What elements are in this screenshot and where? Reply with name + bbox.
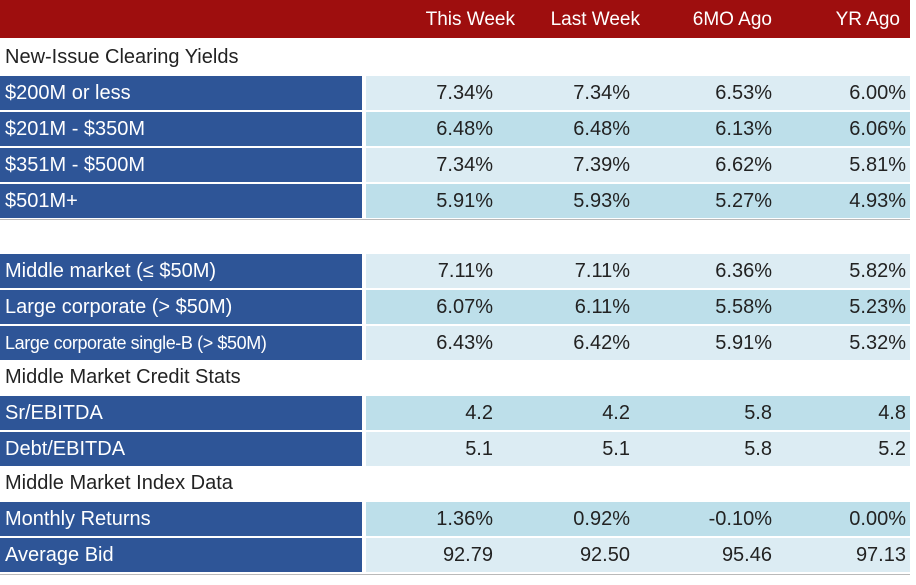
table-row: Sr/EBITDA 4.2 4.2 5.8 4.8 — [0, 396, 910, 430]
value-this-week: 4.2 — [465, 402, 493, 424]
table-row: Large corporate (> $50M) 6.07% 6.11% 5.5… — [0, 290, 910, 324]
value-6mo-ago: 5.27% — [715, 190, 772, 212]
table-row: Debt/EBITDA 5.1 5.1 5.8 5.2 — [0, 432, 910, 466]
value-this-week: 92.79 — [442, 544, 493, 566]
row-values: 5.91% 5.93% 5.27% 4.93% — [366, 184, 910, 218]
table-row: $200M or less 7.34% 7.34% 6.53% 6.00% — [0, 76, 910, 110]
row-label: Monthly Returns — [0, 502, 362, 536]
value-yr-ago: 5.23% — [849, 296, 906, 318]
table-row: $351M - $500M 7.34% 7.39% 6.62% 5.81% — [0, 148, 910, 182]
value-this-week: 6.07% — [436, 296, 493, 318]
row-values: 7.34% 7.34% 6.53% 6.00% — [366, 76, 910, 110]
value-yr-ago: 6.00% — [849, 82, 906, 104]
value-this-week: 1.36% — [436, 508, 493, 530]
value-yr-ago: 5.2 — [878, 438, 906, 460]
table-row: Middle market (≤ $50M) 7.11% 7.11% 6.36%… — [0, 254, 910, 288]
table-row: Average Bid 92.79 92.50 95.46 97.13 — [0, 538, 910, 572]
value-yr-ago: 97.13 — [855, 544, 906, 566]
column-header-yr-ago: YR Ago — [835, 9, 900, 30]
value-6mo-ago: 5.8 — [744, 402, 772, 424]
value-yr-ago: 4.93% — [849, 190, 906, 212]
table-row: $501M+ 5.91% 5.93% 5.27% 4.93% — [0, 184, 910, 218]
value-last-week: 5.1 — [602, 438, 630, 460]
value-6mo-ago: 5.91% — [715, 332, 772, 354]
value-last-week: 4.2 — [602, 402, 630, 424]
value-last-week: 92.50 — [579, 544, 630, 566]
row-values: 4.2 4.2 5.8 4.8 — [366, 396, 910, 430]
value-last-week: 7.34% — [573, 82, 630, 104]
row-values: 6.48% 6.48% 6.13% 6.06% — [366, 112, 910, 146]
value-this-week: 7.11% — [437, 260, 493, 282]
row-label: Average Bid — [0, 538, 362, 572]
value-6mo-ago: 6.62% — [715, 154, 772, 176]
row-label: Large corporate single-B (> $50M) — [0, 326, 362, 360]
row-values: 6.07% 6.11% 5.58% 5.23% — [366, 290, 910, 324]
row-label: $501M+ — [0, 184, 362, 218]
value-last-week: 6.42% — [573, 332, 630, 354]
divider — [0, 219, 910, 220]
bottom-divider — [0, 574, 910, 575]
value-this-week: 6.48% — [436, 118, 493, 140]
value-last-week: 0.92% — [573, 508, 630, 530]
value-6mo-ago: 95.46 — [721, 544, 772, 566]
row-values: 92.79 92.50 95.46 97.13 — [366, 538, 910, 572]
column-header-6mo-ago: 6MO Ago — [692, 9, 772, 30]
value-6mo-ago: -0.10% — [708, 508, 772, 530]
value-6mo-ago: 6.36% — [715, 260, 772, 282]
value-yr-ago: 5.32% — [849, 332, 906, 354]
value-yr-ago: 4.8 — [878, 402, 906, 424]
value-last-week: 7.11% — [574, 260, 630, 282]
row-label: $200M or less — [0, 76, 362, 110]
value-this-week: 7.34% — [436, 154, 493, 176]
value-yr-ago: 5.81% — [849, 154, 906, 176]
section-title-credit-stats: Middle Market Credit Stats — [5, 366, 241, 388]
value-yr-ago: 6.06% — [849, 118, 906, 140]
row-label: $201M - $350M — [0, 112, 362, 146]
value-this-week: 5.1 — [465, 438, 493, 460]
value-6mo-ago: 5.8 — [744, 438, 772, 460]
value-this-week: 6.43% — [436, 332, 493, 354]
value-this-week: 5.91% — [436, 190, 493, 212]
column-header-last-week: Last Week — [550, 9, 640, 30]
value-last-week: 6.11% — [574, 296, 630, 318]
value-6mo-ago: 5.58% — [715, 296, 772, 318]
row-values: 7.11% 7.11% 6.36% 5.82% — [366, 254, 910, 288]
section-title-new-issue: New-Issue Clearing Yields — [5, 46, 239, 68]
value-this-week: 7.34% — [436, 82, 493, 104]
value-6mo-ago: 6.13% — [715, 118, 772, 140]
row-label: Large corporate (> $50M) — [0, 290, 362, 324]
value-last-week: 7.39% — [573, 154, 630, 176]
value-last-week: 5.93% — [573, 190, 630, 212]
row-values: 6.43% 6.42% 5.91% 5.32% — [366, 326, 910, 360]
row-label: $351M - $500M — [0, 148, 362, 182]
column-header-row: This Week Last Week 6MO Ago YR Ago — [0, 0, 910, 38]
row-label: Sr/EBITDA — [0, 396, 362, 430]
value-last-week: 6.48% — [573, 118, 630, 140]
row-values: 5.1 5.1 5.8 5.2 — [366, 432, 910, 466]
row-label: Debt/EBITDA — [0, 432, 362, 466]
row-label: Middle market (≤ $50M) — [0, 254, 362, 288]
table-row: Monthly Returns 1.36% 0.92% -0.10% 0.00% — [0, 502, 910, 536]
table-row: Large corporate single-B (> $50M) 6.43% … — [0, 326, 910, 360]
value-yr-ago: 0.00% — [849, 508, 906, 530]
column-header-this-week: This Week — [425, 9, 515, 30]
value-yr-ago: 5.82% — [849, 260, 906, 282]
row-values: 7.34% 7.39% 6.62% 5.81% — [366, 148, 910, 182]
section-title-index-data: Middle Market Index Data — [5, 472, 233, 494]
row-values: 1.36% 0.92% -0.10% 0.00% — [366, 502, 910, 536]
value-6mo-ago: 6.53% — [715, 82, 772, 104]
table-row: $201M - $350M 6.48% 6.48% 6.13% 6.06% — [0, 112, 910, 146]
